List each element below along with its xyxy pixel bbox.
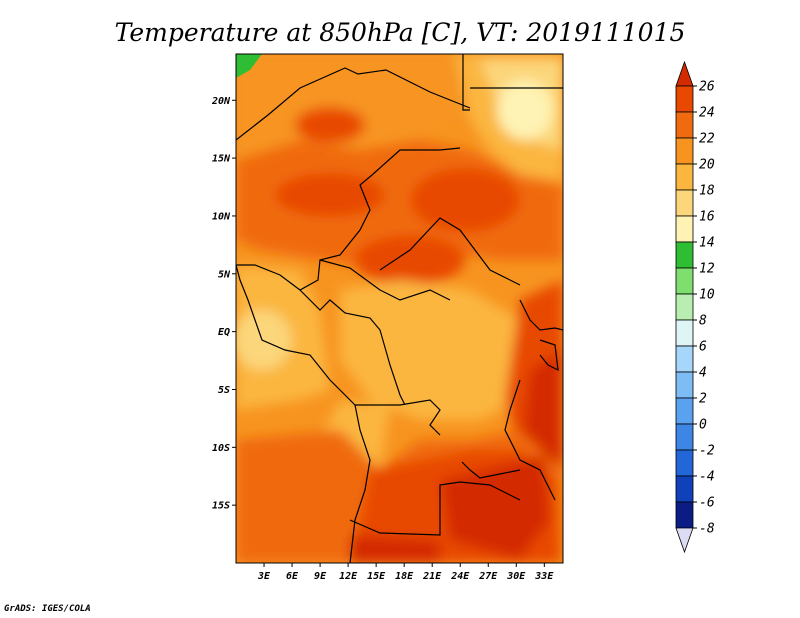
colorbar-band xyxy=(675,293,694,321)
x-tick-label: 21E xyxy=(422,571,442,582)
region-namibia-hot xyxy=(350,535,440,563)
credit-label: GrADS: IGES/COLA xyxy=(4,604,91,614)
region-sahara-north xyxy=(236,54,470,160)
colorbar-tick-label: 0 xyxy=(699,418,707,433)
colorbar-tick-label: 18 xyxy=(699,184,715,199)
x-tick-label: 6E xyxy=(286,571,299,582)
colorbar-bottom-triangle xyxy=(675,527,694,554)
colorbar-tick-label: 20 xyxy=(699,158,715,173)
colorbar-band xyxy=(675,449,694,477)
chart-title: Temperature at 850hPa [C], VT: 201911101… xyxy=(115,18,686,47)
x-tick-label: 24E xyxy=(450,571,470,582)
colorbar-band xyxy=(675,423,694,451)
y-tick-label: EQ xyxy=(218,327,230,338)
colorbar-band xyxy=(675,319,694,347)
map-frame xyxy=(235,53,564,564)
colorbar-band xyxy=(675,241,694,269)
colorbar-tick-label: 2 xyxy=(699,392,707,407)
colorbar-tick-label: 6 xyxy=(699,340,707,355)
colorbar-top-triangle xyxy=(675,60,694,87)
x-tick-label: 27E xyxy=(478,571,498,582)
colorbar-tick-label: -2 xyxy=(699,444,715,459)
colorbar-tick-label: 24 xyxy=(699,106,715,121)
colorbar-tick-label: 16 xyxy=(699,210,715,225)
y-tick-label: 5S xyxy=(218,385,230,396)
region-nw-cool-corner xyxy=(236,54,262,78)
y-axis: 20N 15N 10N 5N EQ 5S 10S 15S xyxy=(211,96,236,512)
colorbar-band xyxy=(675,163,694,191)
colorbar-band xyxy=(675,215,694,243)
colorbar-band xyxy=(675,501,694,529)
colorbar-band xyxy=(675,371,694,399)
colorbar-band xyxy=(675,189,694,217)
region-zambia-hot xyxy=(440,455,550,560)
region-sudan-hotspot xyxy=(410,168,520,232)
country-borders xyxy=(236,54,563,563)
colorbar-tick-label: 14 xyxy=(699,236,715,251)
x-axis: 3E 6E 9E 12E 15E 18E 21E 24E 27E 30E 33E xyxy=(257,563,554,582)
y-tick-label: 5N xyxy=(218,269,231,280)
y-tick-label: 10S xyxy=(212,443,230,454)
y-tick-label: 20N xyxy=(211,96,231,107)
region-egypt-coolest xyxy=(497,80,553,140)
x-tick-label: 33E xyxy=(534,571,554,582)
colorbar-band xyxy=(675,345,694,373)
x-tick-label: 12E xyxy=(339,571,358,582)
region-niger-hotspot xyxy=(295,107,365,143)
colorbar-tick-label: 12 xyxy=(699,262,715,277)
colorbar-band xyxy=(675,111,694,139)
x-tick-label: 15E xyxy=(367,571,386,582)
x-tick-label: 18E xyxy=(395,571,414,582)
colorbar-tick-label: -8 xyxy=(699,522,715,537)
region-gulf-coolest xyxy=(236,310,292,370)
colorbar-tick-label: 22 xyxy=(699,132,715,147)
region-car-hotspot xyxy=(355,235,465,285)
colorbar-band xyxy=(675,397,694,425)
x-tick-label: 3E xyxy=(257,571,271,582)
y-tick-label: 15S xyxy=(212,501,230,512)
y-tick-label: 15N xyxy=(212,154,231,165)
region-congo-basin xyxy=(340,280,520,420)
temperature-field xyxy=(236,54,563,563)
region-chad-hotspot xyxy=(275,173,385,217)
colorbar-band xyxy=(675,137,694,165)
colorbar-tick-label: -6 xyxy=(699,496,715,511)
colorbar-tick-label: 4 xyxy=(699,366,707,381)
x-tick-label: 30E xyxy=(506,571,526,582)
colorbar-tick-label: 26 xyxy=(699,80,715,95)
colorbar-band xyxy=(675,475,694,503)
colorbar-band xyxy=(675,85,694,113)
colorbar-tick-label: 10 xyxy=(699,288,715,303)
map-panel xyxy=(235,53,564,564)
x-tick-label: 9E xyxy=(314,571,327,582)
colorbar-tick-label: -4 xyxy=(699,470,715,485)
colorbar-band xyxy=(675,267,694,295)
y-tick-label: 10N xyxy=(212,211,231,222)
colorbar-tick-label: 8 xyxy=(699,314,707,329)
